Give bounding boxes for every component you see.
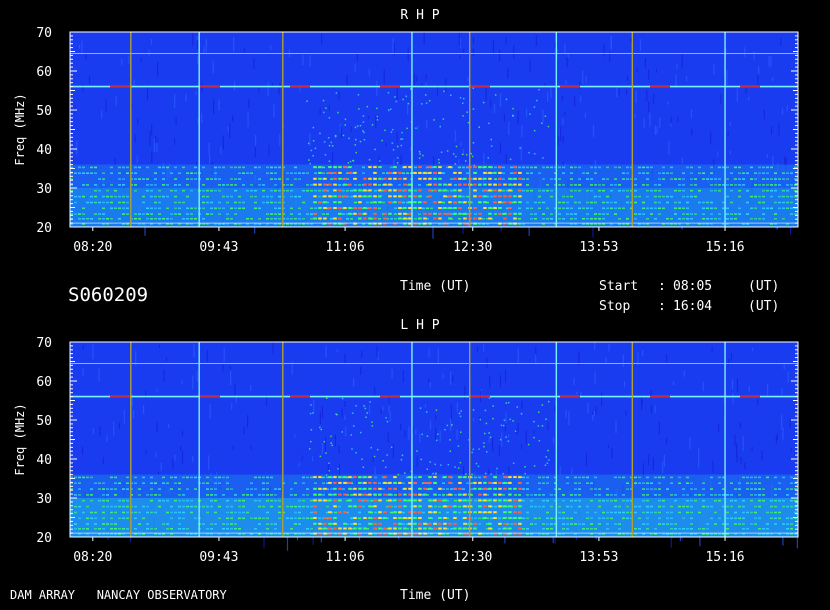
vertical-markers <box>130 32 726 227</box>
x-tick-label: 13:53 <box>579 550 618 565</box>
lhp-spectrogram: L H P 20 30 40 50 60 70 Freq (MHz) 08:20 09:43 11:… <box>13 318 799 565</box>
y-tick-labels: 20 30 40 50 60 70 <box>36 26 52 236</box>
low-band-glow <box>70 474 798 537</box>
vertical-markers <box>130 342 726 537</box>
x-tick-label: 13:53 <box>579 240 618 255</box>
instrument-label: DAM ARRAY NANCAY OBSERVATORY <box>10 588 227 602</box>
y-tick-label: 30 <box>36 492 52 507</box>
x-tick-label: 11:06 <box>326 550 365 565</box>
panel-title: R H P <box>400 8 439 23</box>
y-tick-label: 50 <box>36 414 52 429</box>
start-sep: : <box>658 279 666 294</box>
y-tick-label: 70 <box>36 336 52 351</box>
interference-lines <box>70 52 798 224</box>
emission-bands <box>70 87 797 225</box>
start-unit: (UT) <box>748 279 780 294</box>
axis-ticks <box>70 31 798 228</box>
start-time: 08:05 <box>673 279 713 294</box>
y-tick-labels: 20 30 40 50 60 70 <box>36 336 52 546</box>
y-tick-label: 70 <box>36 26 52 41</box>
y-tick-label: 50 <box>36 104 52 119</box>
x-tick-label: 11:06 <box>326 240 365 255</box>
y-tick-label: 40 <box>36 453 52 468</box>
start-label: Start <box>599 279 639 294</box>
time-axis-label-bottom: Time (UT) <box>400 588 471 603</box>
stop-sep: : <box>658 299 666 314</box>
x-tick-label: 09:43 <box>199 550 238 565</box>
y-tick-label: 60 <box>36 65 52 80</box>
interference-lines <box>70 362 798 534</box>
x-tick-labels: 08:20 09:43 11:06 12:30 13:53 15:16 <box>73 537 745 565</box>
stop-time: 16:04 <box>673 299 713 314</box>
y-tick-label: 60 <box>36 375 52 390</box>
axis-ticks <box>70 341 798 538</box>
y-tick-label: 20 <box>36 221 52 236</box>
stop-unit: (UT) <box>748 299 780 314</box>
time-axis-label-top: Time (UT) <box>400 279 471 294</box>
x-tick-labels: 08:20 09:43 11:06 12:30 13:53 15:16 <box>73 227 745 255</box>
y-tick-label: 40 <box>36 143 52 158</box>
observation-id: S060209 <box>68 284 149 306</box>
panel-title: L H P <box>400 318 439 333</box>
y-axis-label: Freq (MHz) <box>13 93 27 165</box>
y-tick-label: 20 <box>36 531 52 546</box>
emission-bands <box>70 397 797 535</box>
rhp-spectrogram: R H P 20 30 40 50 60 70 Freq (MHz) 08:20 09:43 11:… <box>13 8 799 255</box>
y-tick-label: 30 <box>36 182 52 197</box>
x-tick-label: 08:20 <box>73 240 112 255</box>
x-tick-label: 15:16 <box>705 550 744 565</box>
x-tick-label: 12:30 <box>453 550 492 565</box>
x-tick-label: 08:20 <box>73 550 112 565</box>
x-tick-label: 09:43 <box>199 240 238 255</box>
stop-label: Stop <box>599 299 631 314</box>
y-axis-label: Freq (MHz) <box>13 403 27 475</box>
x-tick-label: 15:16 <box>705 240 744 255</box>
x-tick-label: 12:30 <box>453 240 492 255</box>
